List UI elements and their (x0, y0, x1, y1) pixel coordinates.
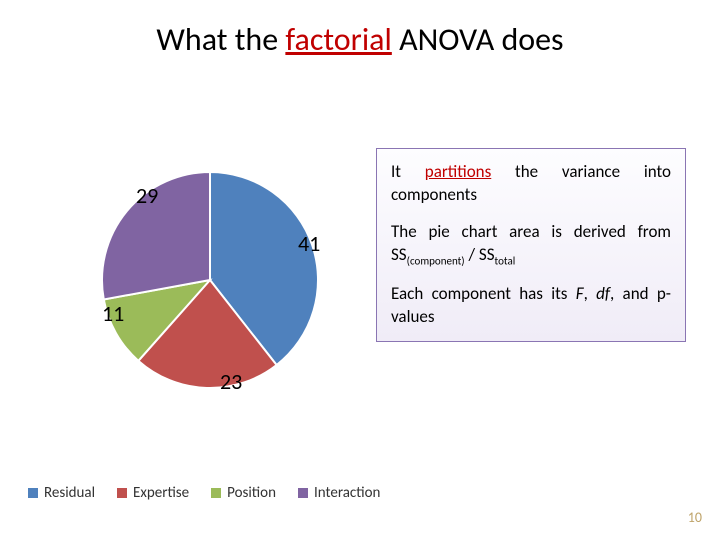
slide: What the factorial ANOVA does 41 23 11 2… (0, 0, 720, 540)
title-pre: What the (156, 20, 285, 59)
legend-item-residual: Residual (28, 484, 95, 502)
pie-label-3: 29 (136, 182, 158, 209)
legend-label: Residual (44, 484, 95, 502)
legend-label: Position (227, 484, 276, 502)
legend-item-position: Position (211, 484, 276, 502)
legend-label: Expertise (133, 484, 189, 502)
legend-item-interaction: Interaction (298, 484, 380, 502)
explanation-p3: Each component has its F, df, and p-valu… (391, 283, 671, 329)
legend-swatch (117, 488, 127, 498)
legend-swatch (28, 488, 38, 498)
legend-label: Interaction (314, 484, 380, 502)
pie-label-1: 23 (220, 368, 242, 395)
slide-title: What the factorial ANOVA does (0, 20, 720, 59)
explanation-p1: It partitions the variance into componen… (391, 161, 671, 207)
hl-partitions: partitions (425, 161, 492, 182)
explanation-p2: The pie chart area is derived from SS(co… (391, 221, 671, 269)
explanation-box: It partitions the variance into componen… (376, 148, 686, 342)
legend-swatch (211, 488, 221, 498)
pie-chart-area: 41 23 11 29 (60, 160, 360, 440)
pie-label-2: 11 (102, 300, 124, 327)
title-highlight: factorial (285, 20, 391, 59)
pie-chart (100, 170, 320, 390)
title-post: ANOVA does (392, 20, 564, 59)
legend: Residual Expertise Position Interaction (28, 484, 380, 502)
page-number: 10 (688, 509, 702, 526)
pie-label-0: 41 (298, 230, 320, 257)
legend-swatch (298, 488, 308, 498)
legend-item-expertise: Expertise (117, 484, 189, 502)
